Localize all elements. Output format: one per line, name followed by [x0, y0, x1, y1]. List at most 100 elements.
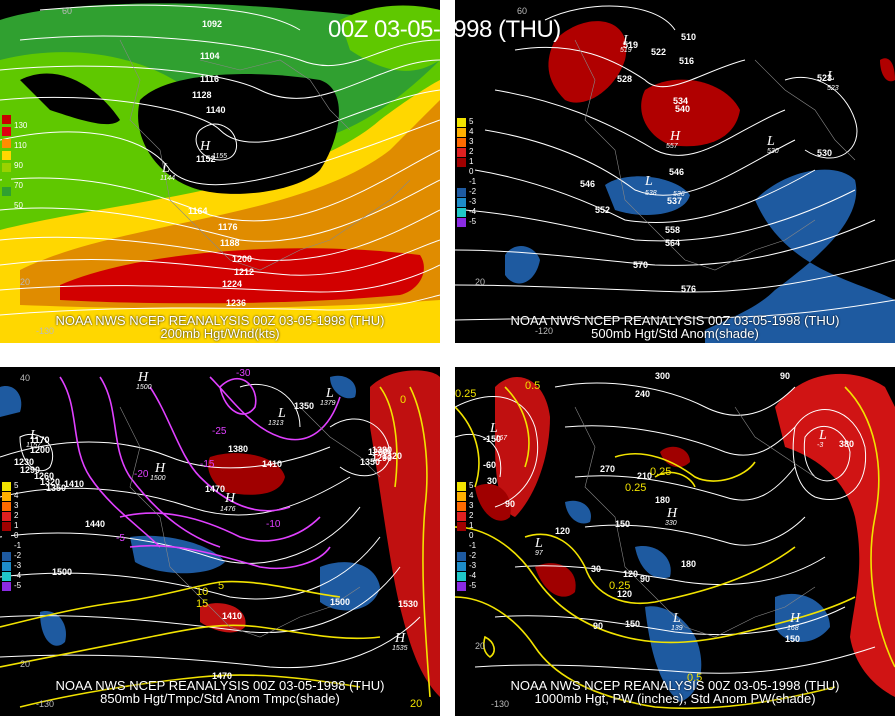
- anom-positive: [548, 21, 627, 103]
- legend-label: -3: [469, 561, 477, 570]
- legend-label: 2: [14, 511, 19, 520]
- legend-label: -4: [469, 207, 477, 216]
- contour-label: 150: [785, 634, 800, 644]
- contour-label: 1164: [188, 206, 208, 216]
- legend-swatch: [457, 208, 466, 217]
- contour-label: 537: [667, 196, 682, 206]
- panel-caption-source: NOAA NWS NCEP REANALYSIS 00Z 03-05-1998 …: [55, 678, 385, 693]
- contour-label: 519: [623, 40, 638, 50]
- contour-label: 380: [839, 439, 854, 449]
- contour-label: 120: [555, 526, 570, 536]
- contour-label: 1128: [192, 90, 212, 100]
- high-value: 557: [666, 143, 679, 150]
- contour-label: 1236: [226, 298, 246, 308]
- legend-swatch: [457, 218, 466, 227]
- high-marker: H: [789, 611, 801, 626]
- temperature-label: 5: [218, 580, 224, 592]
- contour-label: -150: [483, 434, 501, 444]
- contour-label: 1530: [398, 599, 418, 609]
- contour-label: 1410: [64, 479, 84, 489]
- temperature-contours-cold: [59, 376, 341, 570]
- low-value: 1379: [320, 400, 336, 407]
- high-value: 330: [665, 520, 677, 527]
- contour-label: 30: [591, 564, 601, 574]
- contour-label: 1200: [30, 445, 50, 455]
- panel-caption-field: 1000mb Hgt, PW (inches), Std Anom PW(sha…: [534, 691, 816, 706]
- lat-label: 60: [62, 6, 72, 16]
- main-title: 00Z 03-05-1998 (THU): [328, 16, 561, 43]
- contour-label: 1350: [360, 457, 380, 467]
- anom-negative: [705, 169, 895, 343]
- contour-label: 210: [637, 471, 652, 481]
- low-marker: L: [325, 386, 334, 401]
- lat-label: 20: [20, 659, 30, 669]
- anom-negative: [565, 500, 591, 524]
- legend-swatch: [457, 502, 466, 511]
- high-value: 1500: [136, 384, 152, 391]
- contour-label: 1260: [368, 447, 388, 457]
- anom-negative: [330, 375, 356, 399]
- legend-label: 130: [14, 121, 28, 130]
- contour-label: 90: [780, 371, 790, 381]
- coastlines: [119, 406, 381, 638]
- temperature-label: -5: [116, 533, 125, 544]
- panel-1000mb: 300 240 90 -150 -60 30 90 270 210 180 150 120 90 120 3…: [455, 367, 895, 716]
- low-value: -3: [817, 442, 823, 449]
- low-value: 97: [535, 550, 544, 557]
- low-marker: L: [622, 33, 631, 48]
- low-marker: L: [766, 134, 775, 149]
- lon-label: -130: [36, 326, 54, 336]
- contour-label: 1230: [14, 457, 34, 467]
- contour-label: 1350: [294, 401, 314, 411]
- legend-label: -4: [14, 571, 22, 580]
- lon-label: -130: [36, 699, 54, 709]
- high-marker: H: [224, 491, 236, 506]
- contour-label: 546: [580, 179, 595, 189]
- contour-label: 570: [633, 260, 648, 270]
- legend-label: 2: [469, 511, 474, 520]
- low-value: 536: [673, 191, 685, 198]
- legend-swatch: [457, 482, 466, 491]
- legend-swatch: [2, 572, 11, 581]
- dark-upper: [20, 73, 120, 125]
- panel-850mb: 1170 1200 1230 1290 1260 1320 1350 1410 1380 1350…: [0, 367, 440, 716]
- low-value: -167: [493, 435, 508, 442]
- lat-label: 60: [517, 6, 527, 16]
- legend-swatch: [457, 138, 466, 147]
- low-value: 519: [620, 47, 632, 54]
- legend-swatch: [2, 532, 11, 541]
- temperature-label: -15: [200, 459, 215, 470]
- legend-label: 5: [469, 117, 474, 126]
- legend-label: -1: [469, 177, 477, 186]
- legend-swatch: [2, 492, 11, 501]
- pw-label: 0.5: [525, 380, 540, 392]
- contour-label: 180: [681, 559, 696, 569]
- contour-label: 1410: [222, 611, 242, 621]
- anom-negative: [635, 546, 671, 579]
- contour-label: 530: [817, 148, 832, 158]
- low-value: 530: [767, 148, 779, 155]
- panel-1000mb-map: 30024090-150-603090270210180150120901203…: [455, 371, 895, 710]
- contour-label: 120: [617, 589, 632, 599]
- legend-swatch: [2, 542, 11, 551]
- anom-positive: [880, 58, 895, 82]
- contour-label: 150: [625, 619, 640, 629]
- low-marker: L: [826, 69, 835, 84]
- pw-label: 0.25: [609, 580, 630, 592]
- legend-label: 3: [469, 501, 474, 510]
- panel-500mb-map: 5195225285105165345405465525585645705765…: [455, 5, 895, 343]
- legend-swatch: [2, 582, 11, 591]
- legend-swatch: [457, 168, 466, 177]
- contour-label: 1320: [40, 477, 60, 487]
- contour-label: 540: [675, 104, 690, 114]
- high-marker: H: [669, 129, 681, 144]
- dark-trough: [138, 74, 339, 194]
- contour-label: 1290: [372, 453, 392, 463]
- contour-label: 1440: [85, 519, 105, 529]
- low-marker: L: [644, 174, 653, 189]
- contour-label: 1092: [202, 19, 222, 29]
- contour-label: 180: [655, 495, 670, 505]
- temperature-label: 0: [400, 394, 406, 406]
- legend-label: 1: [14, 521, 19, 530]
